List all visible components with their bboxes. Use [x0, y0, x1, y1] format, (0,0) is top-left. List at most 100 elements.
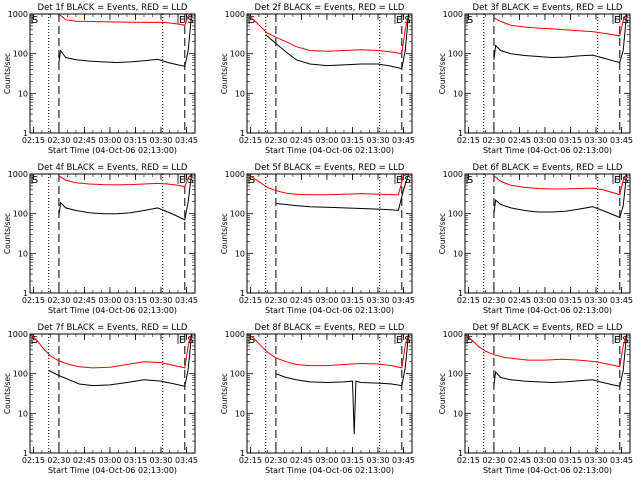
y-tick-label: 10	[18, 249, 28, 258]
lld-series-line	[464, 333, 628, 368]
S-start-marker: S	[249, 175, 255, 186]
y-tick-label: 1000	[225, 10, 245, 19]
chart-panel-1: Det 1f BLACK = Events, RED = LLD 1 10 100 10…	[3, 3, 198, 155]
x-tick-label: 02:30	[264, 136, 287, 145]
chart-title: Det 6f BLACK = Events, RED = LLD	[473, 163, 623, 173]
y-tick-label: 100	[230, 370, 245, 379]
y-tick-label: 1000	[225, 170, 245, 179]
S-start-marker: S	[467, 175, 473, 186]
events-series-line	[275, 173, 410, 212]
lld-series-line	[58, 173, 192, 188]
chart-title: Det 4f BLACK = Events, RED = LLD	[38, 163, 188, 173]
x-tick-label: 03:15	[124, 456, 147, 465]
E-end-marker: E	[614, 175, 620, 186]
E-end-marker: E	[396, 15, 402, 26]
y-axis-label: Counts/sec	[3, 213, 12, 254]
plot-frame	[246, 333, 413, 454]
x-tick-label: 03:30	[149, 296, 172, 305]
S-start-marker: S	[249, 335, 255, 346]
x-axis-label: Start Time (04-Oct-06 02:13:00)	[265, 146, 394, 155]
x-tick-label: 03:30	[584, 296, 607, 305]
events-series-line	[265, 13, 410, 70]
x-tick-label: 03:45	[175, 136, 198, 145]
x-tick-label: 03:30	[366, 296, 389, 305]
x-axis-label: Start Time (04-Oct-06 02:13:00)	[265, 306, 394, 315]
y-tick-label: 10	[453, 409, 463, 418]
x-tick-label: 02:30	[482, 136, 505, 145]
chart-panel-5: Det 5f BLACK = Events, RED = LLD 1 10 100 10…	[220, 163, 415, 315]
x-tick-label: 02:45	[73, 136, 96, 145]
S-start-marker: S	[467, 15, 473, 26]
events-series-line	[58, 13, 193, 67]
y-tick-label: 100	[13, 50, 28, 59]
plot-frame	[464, 13, 631, 134]
plot-frame	[464, 173, 631, 294]
y-tick-label: 1000	[8, 330, 28, 339]
E-end-marker: E	[614, 335, 620, 346]
y-tick-label: 1000	[8, 170, 28, 179]
y-tick-label: 100	[448, 50, 463, 59]
x-tick-label: 03:30	[366, 456, 389, 465]
E-end-marker: E	[179, 175, 185, 186]
y-tick-label: 10	[18, 409, 28, 418]
chart-title: Det 7f BLACK = Events, RED = LLD	[38, 323, 188, 333]
x-tick-label: 03:30	[149, 136, 172, 145]
x-tick-label: 03:15	[124, 136, 147, 145]
x-tick-label: 02:30	[47, 296, 70, 305]
x-tick-label: 02:45	[290, 296, 313, 305]
x-tick-label: 03:30	[584, 456, 607, 465]
y-tick-label: 10	[18, 89, 28, 98]
chart-title: Det 3f BLACK = Events, RED = LLD	[473, 3, 623, 13]
x-tick-label: 03:00	[315, 136, 338, 145]
y-tick-label: 1	[240, 289, 245, 298]
y-axis-label: Counts/sec	[220, 213, 229, 254]
x-tick-label: 02:30	[47, 136, 70, 145]
x-tick-label: 02:45	[508, 136, 531, 145]
y-axis-label: Counts/sec	[220, 53, 229, 94]
y-tick-label: 10	[235, 409, 245, 418]
lld-series-line	[246, 13, 410, 55]
x-tick-label: 03:00	[533, 296, 556, 305]
x-tick-label: 02:15	[457, 456, 480, 465]
y-tick-label: 1000	[443, 330, 463, 339]
x-tick-label: 03:45	[392, 296, 415, 305]
y-axis-label: Counts/sec	[3, 53, 12, 94]
y-axis-label: Counts/sec	[220, 373, 229, 414]
chart-panel-6: Det 6f BLACK = Events, RED = LLD 1 10 100 10…	[438, 163, 633, 315]
x-tick-label: 02:30	[264, 296, 287, 305]
S-start-marker: S	[249, 15, 255, 26]
x-axis-label: Start Time (04-Oct-06 02:13:00)	[265, 466, 394, 475]
x-tick-label: 03:00	[315, 456, 338, 465]
x-axis-label: Start Time (04-Oct-06 02:13:00)	[48, 146, 177, 155]
y-tick-label: 1000	[8, 10, 28, 19]
x-tick-label: 02:30	[47, 456, 70, 465]
events-series-line	[493, 173, 628, 219]
y-tick-label: 100	[230, 210, 245, 219]
plot-frame	[29, 13, 196, 134]
y-tick-label: 1000	[443, 170, 463, 179]
x-tick-label: 02:30	[482, 296, 505, 305]
chart-title: Det 2f BLACK = Events, RED = LLD	[255, 3, 405, 13]
y-tick-label: 1000	[443, 10, 463, 19]
chart-title: Det 5f BLACK = Events, RED = LLD	[255, 163, 405, 173]
events-series-line	[493, 13, 628, 64]
x-tick-label: 03:00	[98, 456, 121, 465]
x-tick-label: 03:15	[559, 136, 582, 145]
lld-series-line	[58, 13, 192, 26]
x-tick-label: 03:30	[584, 136, 607, 145]
x-tick-label: 02:45	[290, 456, 313, 465]
y-tick-label: 10	[235, 89, 245, 98]
y-tick-label: 1	[23, 289, 28, 298]
x-tick-label: 03:30	[149, 456, 172, 465]
chart-panel-7: Det 7f BLACK = Events, RED = LLD 1 10 100 10…	[3, 323, 198, 475]
x-tick-label: 02:45	[508, 296, 531, 305]
y-tick-label: 1	[458, 289, 463, 298]
S-start-marker: S	[32, 335, 38, 346]
x-tick-label: 02:45	[73, 456, 96, 465]
chart-panel-3: Det 3f BLACK = Events, RED = LLD 1 10 100 10…	[438, 3, 633, 155]
x-axis-label: Start Time (04-Oct-06 02:13:00)	[483, 146, 612, 155]
x-tick-label: 02:30	[264, 456, 287, 465]
E-end-marker: E	[614, 15, 620, 26]
y-tick-label: 10	[453, 89, 463, 98]
